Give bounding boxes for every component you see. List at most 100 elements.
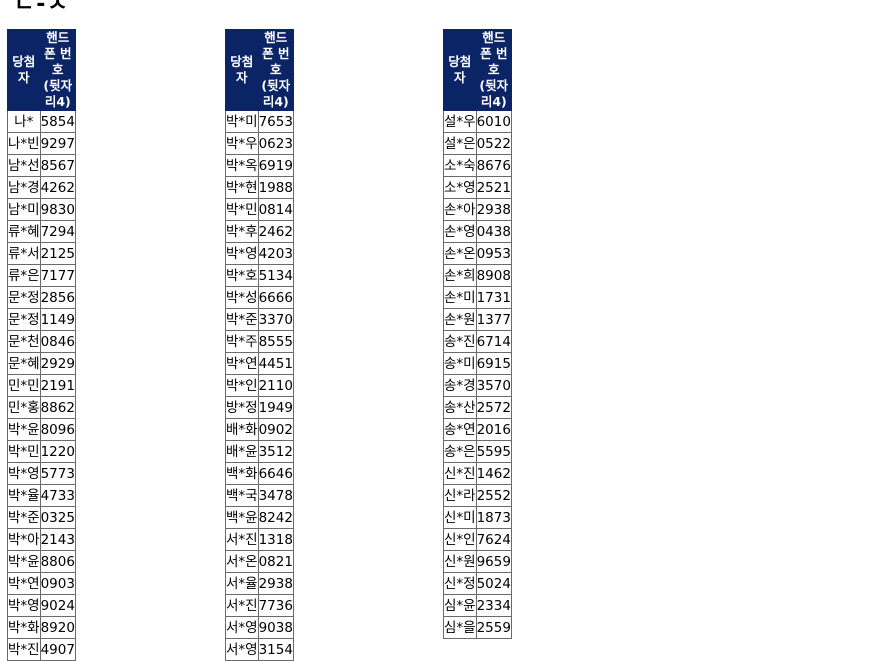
phone-digits-cell: 3370 — [257, 308, 294, 331]
phone-header-line1: 핸드폰 번호 — [44, 30, 72, 77]
phone-header-line2: (뒷자리4) — [261, 78, 291, 109]
winner-name-cell: 방*정 — [225, 396, 259, 419]
phone-digits-cell: 0821 — [257, 550, 294, 573]
phone-digits-cell: 6919 — [257, 154, 294, 177]
table-row: 박*영 5773 — [7, 462, 76, 485]
phone-digits-cell: 1731 — [475, 286, 512, 309]
winner-name-cell: 서*율 — [225, 572, 259, 595]
winner-name-cell: 신*인 — [443, 528, 477, 551]
winner-name-cell: 류*혜 — [7, 220, 41, 243]
phone-digits-cell: 1377 — [475, 308, 512, 331]
winner-name-cell: 소*숙 — [443, 154, 477, 177]
winner-name-cell: 박*진 — [7, 638, 41, 661]
phone-digits-cell: 2334 — [475, 594, 512, 617]
winner-name-cell: 서*진 — [225, 594, 259, 617]
table-row: 나*빈 9297 — [7, 132, 76, 155]
table-row: 박*민 0814 — [225, 198, 294, 221]
winner-name-cell: 남*경 — [7, 176, 41, 199]
table-row: 서*영 9038 — [225, 616, 294, 639]
phone-digits-cell: 8096 — [39, 418, 76, 441]
table-row: 송*경 3570 — [443, 374, 512, 397]
winner-name-cell: 송*산 — [443, 396, 477, 419]
table-row: 손*아 2938 — [443, 198, 512, 221]
phone-digits-cell: 0438 — [475, 220, 512, 243]
winner-name-cell: 박*인 — [225, 374, 259, 397]
winner-name-cell: 설*은 — [443, 132, 477, 155]
phone-digits-cell: 7653 — [257, 110, 294, 133]
winner-name-cell: 류*서 — [7, 242, 41, 265]
table-row: 박*옥 6919 — [225, 154, 294, 177]
table-row: 류*서 2125 — [7, 242, 76, 265]
table-row: 신*인 7624 — [443, 528, 512, 551]
table-row: 백*윤 8242 — [225, 506, 294, 529]
winner-name-cell: 손*아 — [443, 198, 477, 221]
phone-digits-cell: 2929 — [39, 352, 76, 375]
winner-name-cell: 송*진 — [443, 330, 477, 353]
winner-name-cell: 송*미 — [443, 352, 477, 375]
table-row: 신*미 1873 — [443, 506, 512, 529]
phone-digits-cell: 6666 — [257, 286, 294, 309]
winners-table: 당첨자 핸드폰 번호 (뒷자리4) 나* 5854 나*빈 9297 남*선 8567 남*경… — [7, 29, 76, 661]
winner-name-cell: 서*온 — [225, 550, 259, 573]
winner-name-cell: 박*옥 — [225, 154, 259, 177]
winner-name-cell: 문*정 — [7, 308, 41, 331]
table-row: 문*천 0846 — [7, 330, 76, 353]
table-row: 박*인 2110 — [225, 374, 294, 397]
name-column-header: 당첨자 — [225, 29, 259, 111]
winner-name-cell: 박*미 — [225, 110, 259, 133]
phone-digits-cell: 1318 — [257, 528, 294, 551]
table-row: 손*원 1377 — [443, 308, 512, 331]
phone-digits-cell: 0325 — [39, 506, 76, 529]
winner-name-cell: 백*윤 — [225, 506, 259, 529]
table-row: 박*율 4733 — [7, 484, 76, 507]
phone-digits-cell: 2856 — [39, 286, 76, 309]
winner-name-cell: 박*영 — [225, 242, 259, 265]
winner-name-cell: 신*라 — [443, 484, 477, 507]
table-row: 서*영 3154 — [225, 638, 294, 661]
winner-name-cell: 박*영 — [7, 462, 41, 485]
table-row: 문*혜 2929 — [7, 352, 76, 375]
table-row: 손*희 8908 — [443, 264, 512, 287]
table-row: 박*준 0325 — [7, 506, 76, 529]
table-row: 나* 5854 — [7, 110, 76, 133]
winner-name-cell: 박*주 — [225, 330, 259, 353]
winner-name-cell: 신*원 — [443, 550, 477, 573]
phone-digits-cell: 3570 — [475, 374, 512, 397]
winner-name-cell: 남*미 — [7, 198, 41, 221]
phone-digits-cell: 7177 — [39, 264, 76, 287]
phone-digits-cell: 2521 — [475, 176, 512, 199]
winner-name-cell: 민*민 — [7, 374, 41, 397]
phone-header-line2: (뒷자리4) — [479, 78, 509, 109]
winner-name-cell: 박*후 — [225, 220, 259, 243]
winner-name-cell: 박*연 — [225, 352, 259, 375]
winner-name-cell: 신*진 — [443, 462, 477, 485]
winner-name-cell: 손*영 — [443, 220, 477, 243]
winner-name-cell: 배*윤 — [225, 440, 259, 463]
winner-name-cell: 박*준 — [225, 308, 259, 331]
phone-digits-cell: 4451 — [257, 352, 294, 375]
winner-name-cell: 손*희 — [443, 264, 477, 287]
winner-name-cell: 설*우 — [443, 110, 477, 133]
phone-digits-cell: 9024 — [39, 594, 76, 617]
table-row: 박*윤 8806 — [7, 550, 76, 573]
table-row: 신*라 2552 — [443, 484, 512, 507]
table-row: 방*정 1949 — [225, 396, 294, 419]
table-row: 남*미 9830 — [7, 198, 76, 221]
phone-digits-cell: 2559 — [475, 616, 512, 639]
table-row: 심*윤 2334 — [443, 594, 512, 617]
winner-name-cell: 박*율 — [7, 484, 41, 507]
winner-name-cell: 박*연 — [7, 572, 41, 595]
phone-digits-cell: 1220 — [39, 440, 76, 463]
winner-name-cell: 박*호 — [225, 264, 259, 287]
phone-header-line2: (뒷자리4) — [43, 78, 73, 109]
table-row: 남*경 4262 — [7, 176, 76, 199]
winner-name-cell: 서*진 — [225, 528, 259, 551]
winner-name-cell: 문*천 — [7, 330, 41, 353]
winner-name-cell: 나* — [7, 110, 41, 133]
phone-digits-cell: 8908 — [475, 264, 512, 287]
winners-table: 당첨자 핸드폰 번호 (뒷자리4) 박*미 7653 박*우 0623 박*옥 6919 박*… — [225, 29, 294, 661]
table-row: 박*아 2143 — [7, 528, 76, 551]
table-row: 백*국 3478 — [225, 484, 294, 507]
phone-digits-cell: 2938 — [257, 572, 294, 595]
phone-digits-cell: 0903 — [39, 572, 76, 595]
